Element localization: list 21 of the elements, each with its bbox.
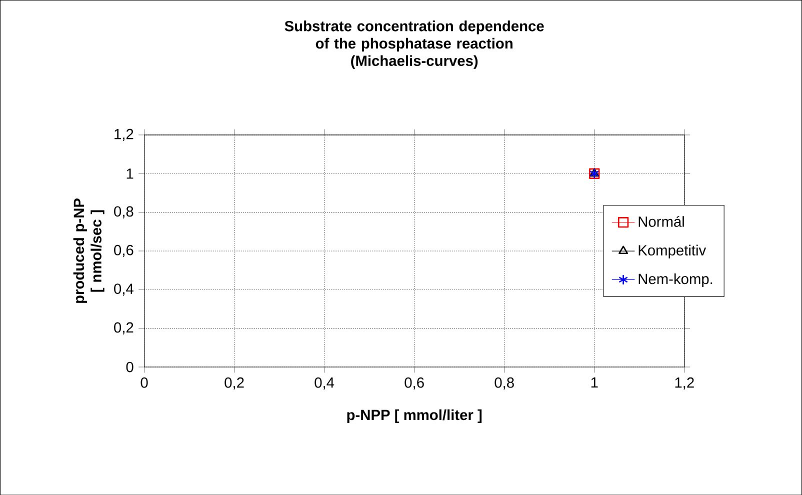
legend-label: Kompetitiv — [638, 244, 706, 258]
chart-title: Substrate concentration dependence of the phosphatase reaction — [284, 20, 544, 52]
x-tick-label: 0,4 — [314, 377, 334, 390]
y-tick-label: 0,8 — [114, 206, 134, 218]
x-tick-label: 0,6 — [404, 377, 424, 390]
y-tick-label: 1,2 — [114, 128, 134, 141]
legend-label: Normál — [638, 216, 684, 227]
y-tick-label: 0,6 — [114, 244, 134, 257]
y-tick-label: 0,2 — [114, 322, 134, 334]
y-axis-title: produced p-NP [ nmol/sec ] — [73, 198, 104, 303]
x-tick-label: 0,8 — [494, 377, 514, 390]
y-tick-label: 0,4 — [114, 283, 134, 296]
x-tick-label: 0 — [140, 377, 148, 388]
chart-subtitle: (Michaelis-curves) — [351, 55, 478, 69]
x-tick-label: 0,2 — [224, 377, 244, 390]
y-tick-label: 0 — [126, 362, 134, 372]
legend-label: Nem-komp. — [638, 273, 712, 287]
x-tick-label: 1,2 — [675, 377, 694, 390]
y-tick-label: 1 — [126, 168, 134, 179]
x-axis-title: p-NPP [ mmol/liter ] — [347, 409, 482, 423]
x-tick-label: 1 — [591, 377, 598, 388]
